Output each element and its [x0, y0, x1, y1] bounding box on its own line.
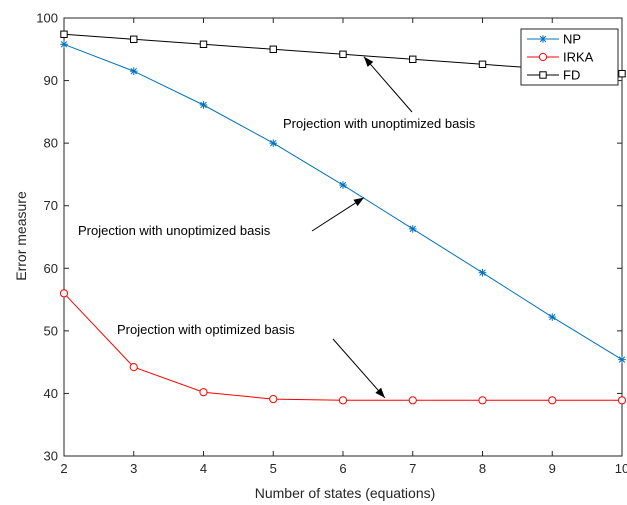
annotation-arrow — [311, 197, 365, 232]
data-point — [617, 396, 627, 405]
y-tick-label: 100 — [36, 11, 58, 26]
data-point — [478, 396, 487, 405]
data-point — [130, 35, 138, 43]
annotation-arrow — [332, 338, 386, 399]
legend-label: FD — [563, 68, 580, 83]
series-irka — [59, 289, 627, 405]
series-line — [63, 292, 622, 401]
data-point — [408, 225, 417, 233]
legend: NP IRKA FD — [520, 28, 619, 86]
annotation-label: Projection with optimized basis — [117, 322, 295, 337]
data-point — [60, 40, 68, 49]
data-point — [478, 268, 487, 277]
series-line — [63, 43, 623, 361]
legend-item-irka: IRKA — [527, 50, 594, 65]
x-tick-label: 5 — [270, 461, 277, 476]
y-tick-label: 40 — [44, 386, 58, 401]
x-tick-label: 3 — [130, 461, 137, 476]
data-point — [269, 394, 278, 404]
x-tick-label: 10 — [615, 461, 627, 476]
y-tick-label: 90 — [44, 73, 58, 88]
annotation-label: Projection with unoptimized basis — [283, 116, 476, 131]
y-tick-label: 60 — [44, 261, 58, 276]
x-tick-label: 2 — [60, 461, 67, 476]
annotation-layer: Projection with unoptimized basis Project… — [78, 56, 476, 399]
series-np — [60, 40, 626, 364]
data-point — [548, 396, 557, 405]
data-point — [408, 396, 417, 405]
x-tick-label: 6 — [339, 461, 346, 476]
annotation: Projection with optimized basis — [117, 322, 386, 399]
annotation: Projection with unoptimized basis — [283, 56, 476, 131]
y-tick-label: 30 — [44, 449, 58, 464]
y-tick-label: 70 — [44, 198, 58, 213]
legend-item-fd: FD — [527, 68, 580, 83]
data-point — [129, 67, 138, 75]
legend-item-np: NP — [527, 32, 581, 47]
x-tick-label: 4 — [200, 461, 207, 476]
y-tick-label: 80 — [44, 136, 58, 151]
legend-label: IRKA — [563, 50, 594, 65]
legend-box — [520, 28, 619, 86]
data-point — [338, 396, 348, 405]
x-axis-title: Number of states (equations) — [255, 485, 436, 501]
arrow-head — [353, 197, 364, 207]
annotation: Projection with unoptimized basis — [78, 197, 365, 238]
x-tick-label: 8 — [479, 461, 486, 476]
legend-marker — [539, 71, 547, 79]
data-point — [478, 60, 487, 69]
data-point — [199, 388, 208, 397]
x-tick-label: 9 — [549, 461, 556, 476]
legend-marker — [538, 52, 548, 62]
data-point — [339, 181, 347, 189]
annotation-arrow — [363, 56, 413, 113]
x-tick-label: 7 — [409, 461, 416, 476]
data-point — [339, 50, 347, 58]
data-point — [618, 355, 626, 364]
data-point — [199, 40, 208, 48]
data-point — [618, 69, 626, 78]
data-point — [60, 30, 68, 38]
data-point — [409, 55, 417, 63]
y-tick-label: 50 — [44, 323, 58, 338]
y-axis-title: Error measure — [13, 191, 29, 281]
legend-marker — [539, 35, 547, 43]
annotation-label: Projection with unoptimized basis — [78, 223, 271, 238]
legend-label: NP — [563, 32, 581, 47]
data-point — [129, 363, 138, 372]
arrow-head — [375, 387, 385, 398]
axes-layer: 2 3 4 5 6 7 8 9 10 30 40 50 60 70 80 90 100 — [36, 11, 627, 477]
data-point — [269, 139, 278, 147]
arrow-head — [363, 56, 374, 67]
data-point — [269, 45, 277, 53]
data-point — [199, 101, 208, 109]
series-layer — [59, 30, 627, 405]
data-point — [59, 289, 69, 298]
data-point — [548, 313, 557, 321]
